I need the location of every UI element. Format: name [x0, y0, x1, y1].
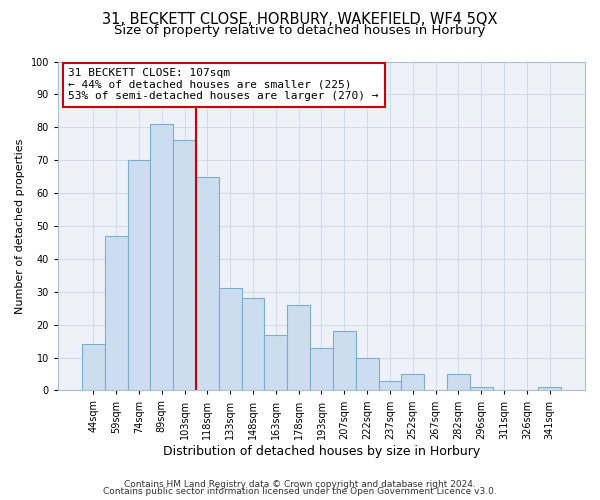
Bar: [219, 288, 242, 390]
Bar: [310, 348, 333, 391]
Bar: [128, 160, 151, 390]
Bar: [538, 387, 561, 390]
Text: 31, BECKETT CLOSE, HORBURY, WAKEFIELD, WF4 5QX: 31, BECKETT CLOSE, HORBURY, WAKEFIELD, W…: [102, 12, 498, 28]
Bar: [287, 305, 310, 390]
Y-axis label: Number of detached properties: Number of detached properties: [15, 138, 25, 314]
Bar: [265, 334, 287, 390]
Bar: [333, 331, 356, 390]
Bar: [447, 374, 470, 390]
Bar: [470, 387, 493, 390]
Bar: [151, 124, 173, 390]
Bar: [173, 140, 196, 390]
X-axis label: Distribution of detached houses by size in Horbury: Distribution of detached houses by size …: [163, 444, 480, 458]
Bar: [105, 236, 128, 390]
Bar: [356, 358, 379, 390]
Text: 31 BECKETT CLOSE: 107sqm
← 44% of detached houses are smaller (225)
53% of semi-: 31 BECKETT CLOSE: 107sqm ← 44% of detach…: [68, 68, 379, 102]
Bar: [82, 344, 105, 391]
Bar: [401, 374, 424, 390]
Bar: [196, 176, 219, 390]
Text: Contains public sector information licensed under the Open Government Licence v3: Contains public sector information licen…: [103, 488, 497, 496]
Bar: [379, 380, 401, 390]
Text: Size of property relative to detached houses in Horbury: Size of property relative to detached ho…: [115, 24, 485, 37]
Bar: [242, 298, 265, 390]
Text: Contains HM Land Registry data © Crown copyright and database right 2024.: Contains HM Land Registry data © Crown c…: [124, 480, 476, 489]
